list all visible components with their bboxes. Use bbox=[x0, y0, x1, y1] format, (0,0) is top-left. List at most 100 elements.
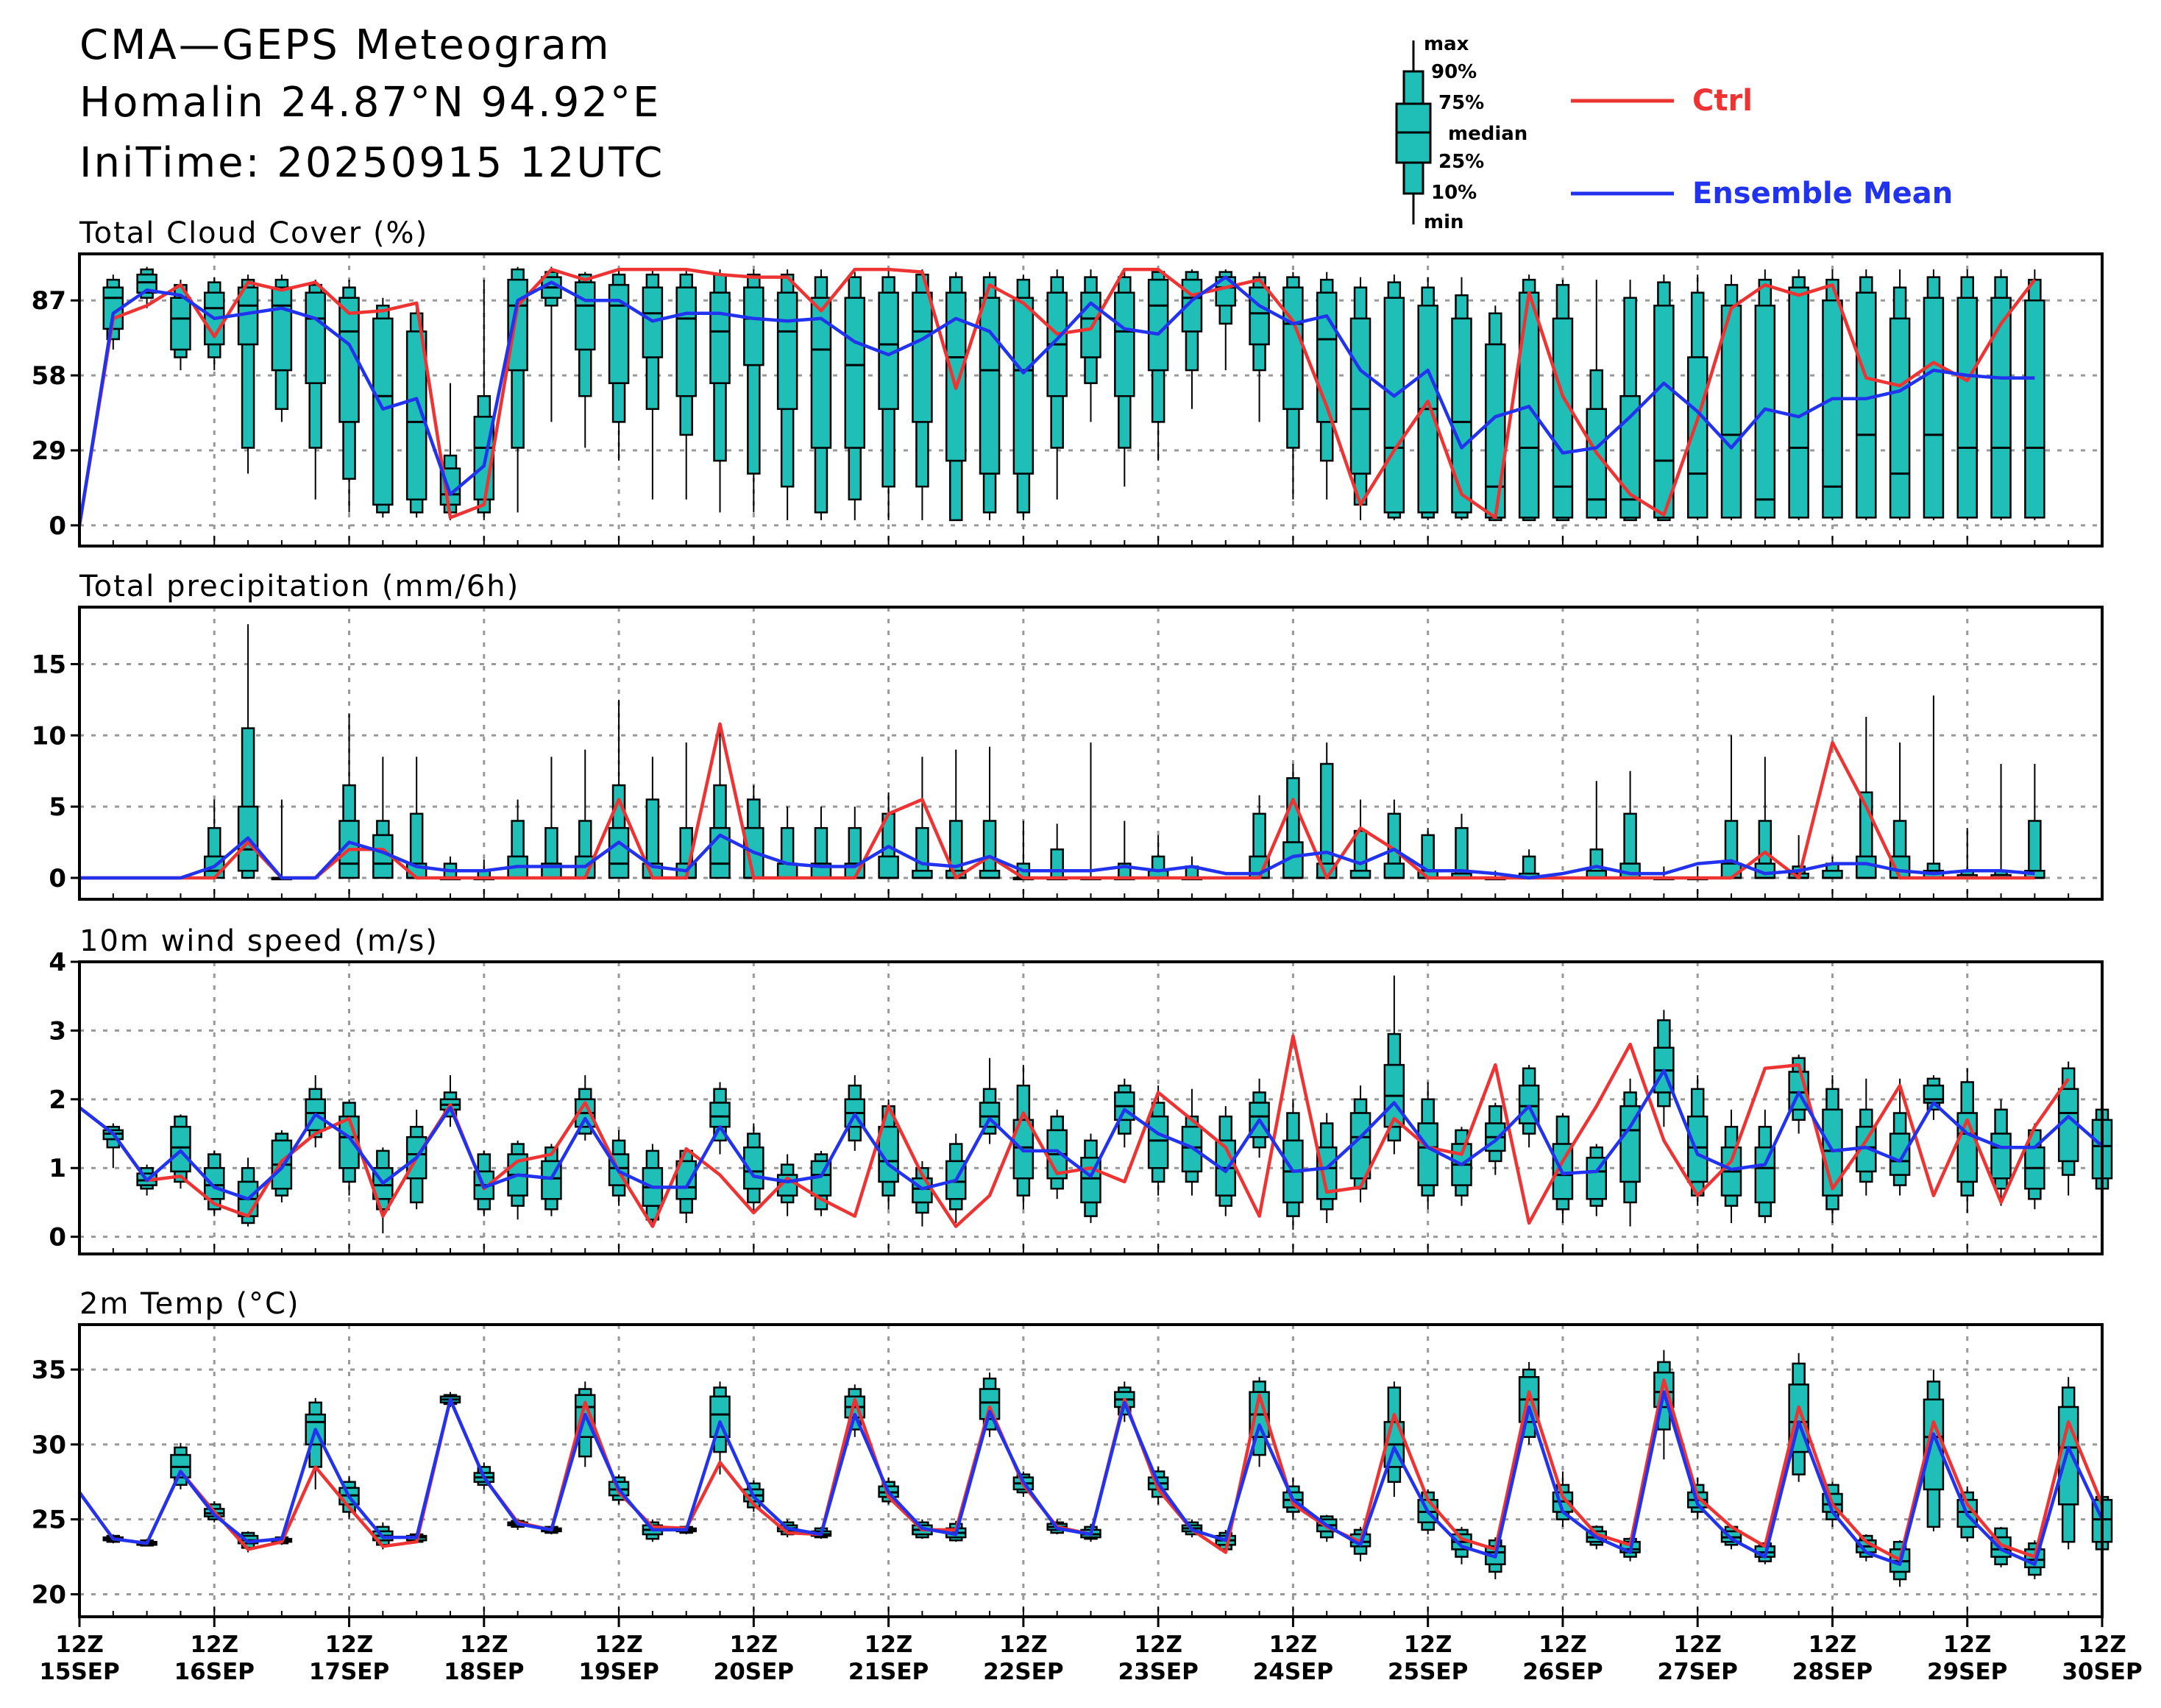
box-upper bbox=[1589, 369, 1603, 411]
box-step-35 bbox=[1249, 272, 1270, 422]
box-lower bbox=[848, 447, 862, 501]
box-upper bbox=[308, 1401, 322, 1416]
box-core bbox=[709, 291, 731, 384]
box-lower bbox=[1522, 1122, 1536, 1135]
box-step-31 bbox=[1114, 1078, 1135, 1148]
box-step-46 bbox=[1619, 1078, 1641, 1227]
box-step-49 bbox=[1720, 274, 1742, 520]
box-upper bbox=[1657, 1361, 1671, 1374]
box-upper bbox=[274, 1133, 289, 1142]
x-label-date: 15SEP bbox=[39, 1659, 119, 1685]
box-core bbox=[237, 805, 259, 872]
box-core bbox=[2057, 1088, 2079, 1163]
box-lower bbox=[1724, 1194, 1739, 1207]
box-core bbox=[743, 1146, 764, 1190]
box-upper bbox=[511, 268, 525, 281]
box-step-59 bbox=[2057, 1061, 2079, 1196]
y-tick-label: 0 bbox=[49, 1223, 66, 1252]
box-lower bbox=[1319, 1198, 1334, 1211]
box-upper bbox=[1522, 1368, 1536, 1378]
panel-0: 0 29 58 87 bbox=[32, 252, 2104, 548]
box-lower bbox=[1455, 1184, 1469, 1197]
legend-label-median: median bbox=[1448, 123, 1527, 145]
y-tick-label: 3 bbox=[49, 1016, 66, 1046]
box-step-25 bbox=[912, 756, 933, 879]
box-step-42 bbox=[1485, 1102, 1506, 1175]
box-lower bbox=[409, 498, 424, 514]
box-upper bbox=[409, 1125, 424, 1138]
box-step-51 bbox=[1788, 1353, 1809, 1482]
box-step-32 bbox=[1147, 1085, 1169, 1196]
box-lower bbox=[679, 1198, 693, 1214]
box-upper bbox=[308, 1088, 322, 1101]
box-upper bbox=[1387, 281, 1402, 299]
box-lower bbox=[1016, 472, 1031, 514]
box-upper bbox=[1792, 1362, 1806, 1386]
box-core bbox=[1686, 1115, 1708, 1183]
box-core bbox=[1147, 278, 1169, 372]
box-lower bbox=[948, 459, 963, 522]
box-upper bbox=[645, 1149, 660, 1169]
ensemble-mean-line bbox=[77, 275, 2035, 526]
box-upper bbox=[1319, 762, 1334, 865]
box-step-30 bbox=[1080, 1133, 1101, 1223]
box-upper bbox=[241, 727, 255, 808]
box-upper bbox=[948, 820, 963, 872]
box-step-25 bbox=[912, 269, 933, 520]
box-upper bbox=[1994, 276, 2008, 299]
box-upper bbox=[207, 281, 221, 294]
box-core bbox=[776, 291, 798, 411]
box-step-45 bbox=[1586, 1144, 1607, 1216]
box-lower bbox=[1960, 1525, 1974, 1539]
box-step-28 bbox=[1012, 274, 1035, 520]
box-lower bbox=[1319, 421, 1334, 462]
box-step-5 bbox=[237, 274, 259, 474]
box-upper bbox=[241, 1166, 255, 1183]
box-step-44 bbox=[1552, 1113, 1574, 1223]
line-legend: Ctrl Ensemble Mean bbox=[1571, 84, 1953, 210]
box-lower bbox=[1421, 1521, 1435, 1531]
box-upper bbox=[1421, 286, 1435, 307]
box-lower bbox=[1589, 1198, 1603, 1207]
x-label-date: 30SEP bbox=[2062, 1659, 2142, 1685]
box-step-49 bbox=[1720, 1109, 1742, 1223]
box-core bbox=[743, 286, 764, 366]
panel-3: 20 25 30 35 bbox=[32, 1323, 2113, 1618]
box-lower bbox=[1758, 1201, 1773, 1217]
box-upper bbox=[1050, 276, 1064, 294]
box-core bbox=[844, 297, 866, 449]
x-label-hour: 12Z bbox=[1943, 1631, 1992, 1658]
legend-box-lower bbox=[1402, 161, 1424, 195]
box-step-20 bbox=[743, 1123, 764, 1213]
x-label-date: 18SEP bbox=[444, 1659, 524, 1685]
box-lower bbox=[1488, 1563, 1502, 1573]
box-step-55 bbox=[1923, 269, 1945, 520]
box-upper bbox=[848, 1388, 862, 1397]
box-step-40 bbox=[1417, 1082, 1438, 1210]
legend-label-min: min bbox=[1424, 211, 1464, 233]
box-upper bbox=[1960, 276, 1974, 299]
box-lower bbox=[1353, 1545, 1368, 1555]
box-lower bbox=[1118, 1119, 1132, 1135]
box-core bbox=[338, 1115, 360, 1169]
box-lower bbox=[342, 1166, 356, 1183]
x-label-hour: 12Z bbox=[595, 1631, 643, 1658]
box-lower bbox=[747, 364, 761, 475]
box-lower bbox=[308, 382, 322, 449]
x-label-hour: 12Z bbox=[1539, 1631, 1587, 1658]
box-step-54 bbox=[1889, 1540, 1911, 1587]
box-core bbox=[1249, 286, 1270, 346]
x-label-date: 29SEP bbox=[1927, 1659, 2007, 1685]
x-label-hour: 12Z bbox=[190, 1631, 238, 1658]
y-tick-label: 0 bbox=[49, 864, 66, 893]
box-lower bbox=[1892, 1174, 1907, 1186]
box-upper bbox=[1455, 294, 1469, 320]
box-upper bbox=[376, 1149, 390, 1169]
box-upper bbox=[1488, 1105, 1502, 1124]
y-tick-label: 1 bbox=[49, 1154, 66, 1183]
box-upper bbox=[814, 826, 828, 865]
box-lower bbox=[1421, 1184, 1435, 1197]
box-step-45 bbox=[1586, 781, 1607, 879]
box-step-52 bbox=[1822, 269, 1843, 520]
box-step-27 bbox=[979, 746, 1001, 879]
